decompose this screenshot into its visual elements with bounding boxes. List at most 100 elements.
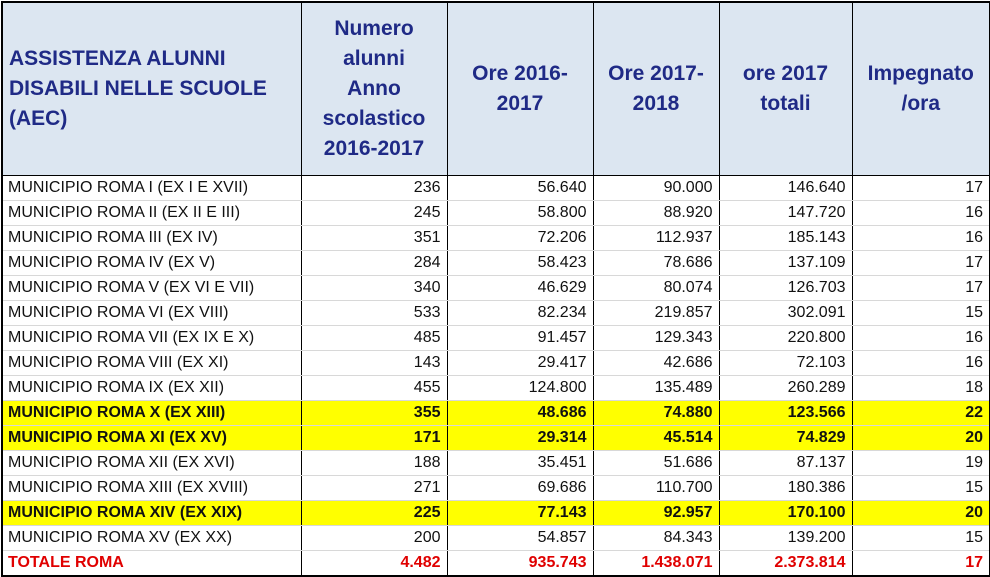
municipio-name-cell: MUNICIPIO ROMA XIV (EX XIX) <box>1 500 302 526</box>
table-row: MUNICIPIO ROMA V (EX VI E VII) 340 46.629 8… <box>1 275 990 301</box>
ore-2017-2018-cell: 88.920 <box>593 200 720 226</box>
table-row: MUNICIPIO ROMA IV (EX V) 284 58.423 78.686 1… <box>1 250 990 276</box>
ore-2016-2017-cell: 29.314 <box>447 425 594 451</box>
ore-2016-2017-cell: 72.206 <box>447 225 594 251</box>
municipio-name-cell: MUNICIPIO ROMA III (EX IV) <box>1 225 302 251</box>
ore-2017-2018-cell: 78.686 <box>593 250 720 276</box>
table-row: MUNICIPIO ROMA I (EX I E XVII) 236 56.640 9… <box>1 175 990 201</box>
ore-2017-totali-cell: 220.800 <box>719 325 853 351</box>
table-row: MUNICIPIO ROMA XI (EX XV) 171 29.314 45.514… <box>1 425 990 451</box>
ore-2017-totali-cell: 147.720 <box>719 200 853 226</box>
header-impegnato-ora: Impegnato /ora <box>851 1 990 176</box>
impegnato-ora-cell: 16 <box>852 225 990 251</box>
numero-alunni-cell: 200 <box>301 525 448 551</box>
municipio-name-cell: MUNICIPIO ROMA XI (EX XV) <box>1 425 302 451</box>
numero-alunni-cell: 271 <box>301 475 448 501</box>
impegnato-ora-cell: 15 <box>852 525 990 551</box>
impegnato-ora-cell: 16 <box>852 350 990 376</box>
ore-2016-2017-cell: 35.451 <box>447 450 594 476</box>
ore-2016-2017-cell: 29.417 <box>447 350 594 376</box>
ore-2017-totali-cell: 139.200 <box>719 525 853 551</box>
table-row: MUNICIPIO ROMA XIII (EX XVIII) 271 69.686 1… <box>1 475 990 501</box>
table-row: MUNICIPIO ROMA XIV (EX XIX) 225 77.143 92.9… <box>1 500 990 526</box>
ore-2017-totali-cell: 185.143 <box>719 225 853 251</box>
table-row: MUNICIPIO ROMA XV (EX XX) 200 54.857 84.343… <box>1 525 990 551</box>
total-numero-alunni-cell: 4.482 <box>301 550 448 577</box>
ore-2017-totali-cell: 137.109 <box>719 250 853 276</box>
ore-2016-2017-cell: 48.686 <box>447 400 594 426</box>
ore-2016-2017-cell: 124.800 <box>447 375 594 401</box>
numero-alunni-cell: 236 <box>301 175 448 201</box>
ore-2017-totali-cell: 170.100 <box>719 500 853 526</box>
municipio-name-cell: MUNICIPIO ROMA II (EX II E III) <box>1 200 302 226</box>
numero-alunni-cell: 188 <box>301 450 448 476</box>
ore-2016-2017-cell: 58.423 <box>447 250 594 276</box>
ore-2017-totali-cell: 180.386 <box>719 475 853 501</box>
numero-alunni-cell: 225 <box>301 500 448 526</box>
impegnato-ora-cell: 20 <box>852 500 990 526</box>
ore-2017-2018-cell: 135.489 <box>593 375 720 401</box>
numero-alunni-cell: 455 <box>301 375 448 401</box>
header-ore-2017-totali: ore 2017 totali <box>718 1 853 176</box>
municipio-name-cell: MUNICIPIO ROMA I (EX I E XVII) <box>1 175 302 201</box>
municipio-name-cell: MUNICIPIO ROMA V (EX VI E VII) <box>1 275 302 301</box>
total-municipio-name-cell: TOTALE ROMA <box>1 550 302 577</box>
impegnato-ora-cell: 17 <box>852 275 990 301</box>
ore-2017-totali-cell: 123.566 <box>719 400 853 426</box>
municipio-name-cell: MUNICIPIO ROMA IV (EX V) <box>1 250 302 276</box>
ore-2017-2018-cell: 219.857 <box>593 300 720 326</box>
municipio-name-cell: MUNICIPIO ROMA VIII (EX XI) <box>1 350 302 376</box>
numero-alunni-cell: 143 <box>301 350 448 376</box>
ore-2017-totali-cell: 87.137 <box>719 450 853 476</box>
ore-2017-2018-cell: 110.700 <box>593 475 720 501</box>
impegnato-ora-cell: 17 <box>852 175 990 201</box>
impegnato-ora-cell: 15 <box>852 300 990 326</box>
impegnato-ora-cell: 20 <box>852 425 990 451</box>
ore-2017-totali-cell: 146.640 <box>719 175 853 201</box>
ore-2016-2017-cell: 54.857 <box>447 525 594 551</box>
impegnato-ora-cell: 15 <box>852 475 990 501</box>
ore-2017-2018-cell: 51.686 <box>593 450 720 476</box>
ore-2017-2018-cell: 92.957 <box>593 500 720 526</box>
table-row: MUNICIPIO ROMA XII (EX XVI) 188 35.451 51.6… <box>1 450 990 476</box>
municipio-name-cell: MUNICIPIO ROMA VI (EX VIII) <box>1 300 302 326</box>
header-numero-alunni: Numero alunni Anno scolastico 2016-2017 <box>300 1 448 176</box>
ore-2016-2017-cell: 69.686 <box>447 475 594 501</box>
ore-2016-2017-cell: 58.800 <box>447 200 594 226</box>
numero-alunni-cell: 485 <box>301 325 448 351</box>
ore-2017-2018-cell: 45.514 <box>593 425 720 451</box>
table-row: MUNICIPIO ROMA II (EX II E III) 245 58.800… <box>1 200 990 226</box>
header-ore-2016-2017: Ore 2016-2017 <box>446 1 594 176</box>
ore-2017-2018-cell: 90.000 <box>593 175 720 201</box>
municipio-name-cell: MUNICIPIO ROMA XV (EX XX) <box>1 525 302 551</box>
municipio-name-cell: MUNICIPIO ROMA VII (EX IX E X) <box>1 325 302 351</box>
municipio-name-cell: MUNICIPIO ROMA IX (EX XII) <box>1 375 302 401</box>
impegnato-ora-cell: 17 <box>852 250 990 276</box>
ore-2017-totali-cell: 126.703 <box>719 275 853 301</box>
numero-alunni-cell: 340 <box>301 275 448 301</box>
ore-2017-2018-cell: 112.937 <box>593 225 720 251</box>
ore-2017-2018-cell: 129.343 <box>593 325 720 351</box>
ore-2017-totali-cell: 260.289 <box>719 375 853 401</box>
municipio-name-cell: MUNICIPIO ROMA X (EX XIII) <box>1 400 302 426</box>
ore-2017-totali-cell: 302.091 <box>719 300 853 326</box>
table-body: MUNICIPIO ROMA I (EX I E XVII) 236 56.640 9… <box>1 175 990 577</box>
municipio-name-cell: MUNICIPIO ROMA XIII (EX XVIII) <box>1 475 302 501</box>
table-row: MUNICIPIO ROMA VII (EX IX E X) 485 91.457 1… <box>1 325 990 351</box>
table-row: MUNICIPIO ROMA VI (EX VIII) 533 82.234 219.… <box>1 300 990 326</box>
total-ore-2017-2018-cell: 1.438.071 <box>593 550 720 577</box>
ore-2016-2017-cell: 46.629 <box>447 275 594 301</box>
ore-2016-2017-cell: 56.640 <box>447 175 594 201</box>
total-row: TOTALE ROMA 4.482 935.743 1.438.071 2.373.81… <box>1 550 990 577</box>
ore-2017-totali-cell: 72.103 <box>719 350 853 376</box>
total-ore-2016-2017-cell: 935.743 <box>447 550 594 577</box>
ore-2017-2018-cell: 84.343 <box>593 525 720 551</box>
ore-2016-2017-cell: 77.143 <box>447 500 594 526</box>
header-title: ASSISTENZA ALUNNI DISABILI NELLE SCUOLE … <box>1 1 302 176</box>
impegnato-ora-cell: 16 <box>852 200 990 226</box>
numero-alunni-cell: 245 <box>301 200 448 226</box>
table-row: MUNICIPIO ROMA X (EX XIII) 355 48.686 74.88… <box>1 400 990 426</box>
numero-alunni-cell: 171 <box>301 425 448 451</box>
header-row: ASSISTENZA ALUNNI DISABILI NELLE SCUOLE … <box>1 1 990 176</box>
